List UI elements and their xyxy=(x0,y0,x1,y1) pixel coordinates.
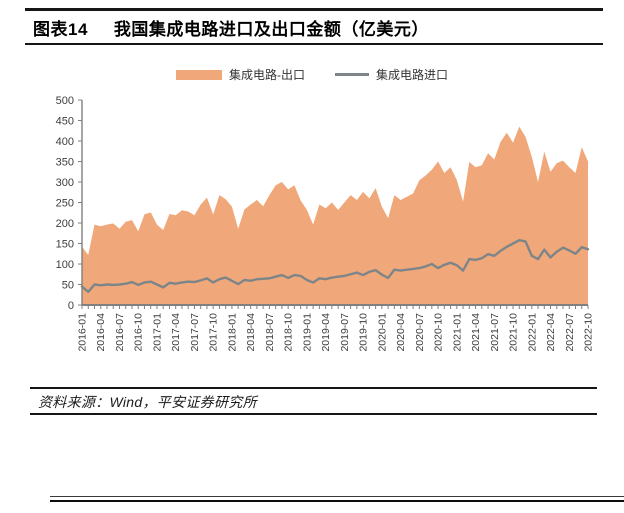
x-axis-label: 2021-04 xyxy=(470,313,482,352)
figure-title-row: 图表14 我国集成电路进口及出口金额（亿美元） xyxy=(33,15,429,40)
y-axis-label: 300 xyxy=(56,177,74,189)
legend-item-export: 集成电路-出口 xyxy=(175,66,305,83)
y-axis-label: 450 xyxy=(56,116,74,128)
source-note: 资料来源：Wind，平安证券研究所 xyxy=(38,394,257,410)
footer-top-rule xyxy=(30,387,597,389)
x-axis-label: 2016-04 xyxy=(95,313,107,352)
x-axis-label: 2021-01 xyxy=(451,313,463,352)
y-axis-label: 250 xyxy=(56,198,74,210)
y-axis-label: 500 xyxy=(56,95,74,107)
x-axis-label: 2020-07 xyxy=(414,313,426,352)
y-axis-label: 200 xyxy=(56,218,74,230)
y-axis-label: 400 xyxy=(56,136,74,148)
x-axis-label: 2022-10 xyxy=(583,313,595,352)
x-axis-label: 2022-01 xyxy=(526,313,538,352)
y-axis-label: 100 xyxy=(56,259,74,271)
x-axis-label: 2018-07 xyxy=(264,313,276,352)
x-axis-label: 2022-07 xyxy=(564,313,576,352)
x-axis-label: 2019-07 xyxy=(339,313,351,352)
y-axis-label: 50 xyxy=(62,280,74,292)
figure-title: 我国集成电路进口及出口金额（亿美元） xyxy=(113,20,429,39)
legend-label-export: 集成电路-出口 xyxy=(228,68,305,82)
figure-label: 图表14 xyxy=(33,20,88,39)
x-axis-label: 2016-01 xyxy=(77,313,89,352)
x-axis-label: 2017-10 xyxy=(208,313,220,352)
x-axis-label: 2018-10 xyxy=(283,313,295,352)
x-axis-label: 2020-04 xyxy=(395,313,407,352)
legend-item-import: 集成电路进口 xyxy=(334,66,448,83)
x-axis-label: 2020-10 xyxy=(433,313,445,352)
x-axis-label: 2017-04 xyxy=(170,313,182,352)
chart-area: 0 50 100 150 200 250 300 350 400 450 500 2016-01 201… xyxy=(0,88,624,380)
footer-bottom-rule xyxy=(30,413,597,415)
x-axis-label: 2021-07 xyxy=(489,313,501,352)
x-axis-label: 2019-01 xyxy=(301,313,313,352)
x-axis-label: 2018-04 xyxy=(245,313,257,352)
x-axis-label: 2019-10 xyxy=(358,313,370,352)
export-area-swatch xyxy=(175,69,222,80)
x-axis-label: 2018-01 xyxy=(226,313,238,352)
y-axis-label: 350 xyxy=(56,157,74,169)
legend-label-import: 集成电路进口 xyxy=(375,68,448,82)
chart-plot: 0 50 100 150 200 250 300 350 400 450 500 2016-01 201… xyxy=(56,95,595,352)
import-line-series xyxy=(80,239,590,294)
page-bottom-rule xyxy=(50,496,624,502)
x-axis-label: 2017-01 xyxy=(151,313,163,352)
x-axis-label: 2021-10 xyxy=(508,313,520,352)
x-axis-label: 2017-07 xyxy=(189,313,201,352)
title-top-rule xyxy=(25,8,603,11)
chart-legend: 集成电路-出口 集成电路进口 xyxy=(0,66,624,83)
export-area-series xyxy=(82,126,588,306)
import-line-swatch xyxy=(334,73,369,76)
x-axis-label: 2020-01 xyxy=(376,313,388,352)
x-axis-label: 2022-04 xyxy=(545,313,557,352)
x-axis-label: 2016-10 xyxy=(133,313,145,352)
y-axis-label: 150 xyxy=(56,239,74,251)
x-axis-label: 2016-07 xyxy=(114,313,126,352)
title-bottom-rule xyxy=(25,43,603,45)
y-axis-label: 0 xyxy=(68,300,74,312)
x-axis-label: 2019-04 xyxy=(320,313,332,352)
